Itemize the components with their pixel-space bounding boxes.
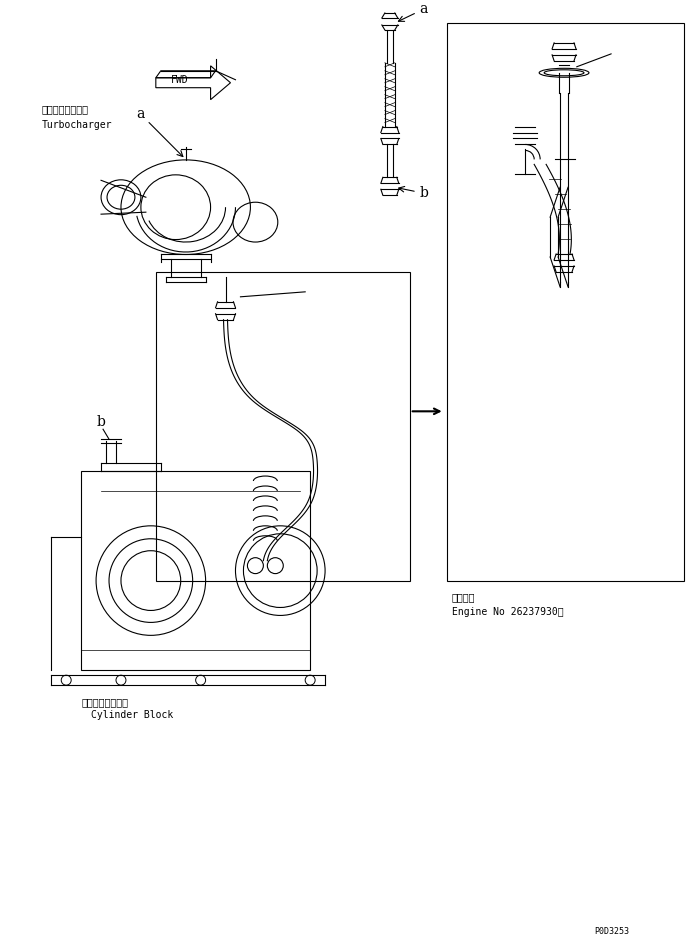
Text: シリンダブロック: シリンダブロック — [81, 698, 128, 707]
Text: b: b — [398, 186, 428, 200]
Text: b: b — [96, 416, 105, 429]
Text: Cylinder Block: Cylinder Block — [91, 710, 173, 720]
Text: 適用号機: 適用号機 — [452, 592, 475, 603]
Text: P0D3253: P0D3253 — [594, 927, 629, 936]
Text: a: a — [398, 2, 428, 21]
Text: Turbocharger: Turbocharger — [42, 120, 112, 129]
Text: FWD: FWD — [170, 75, 188, 84]
Text: Engine No 26237930～: Engine No 26237930～ — [452, 607, 563, 618]
Bar — [446, 23, 683, 581]
Bar — [156, 272, 410, 581]
Text: ターボチャージャ: ターボチャージャ — [42, 104, 88, 115]
Text: a: a — [136, 106, 183, 157]
